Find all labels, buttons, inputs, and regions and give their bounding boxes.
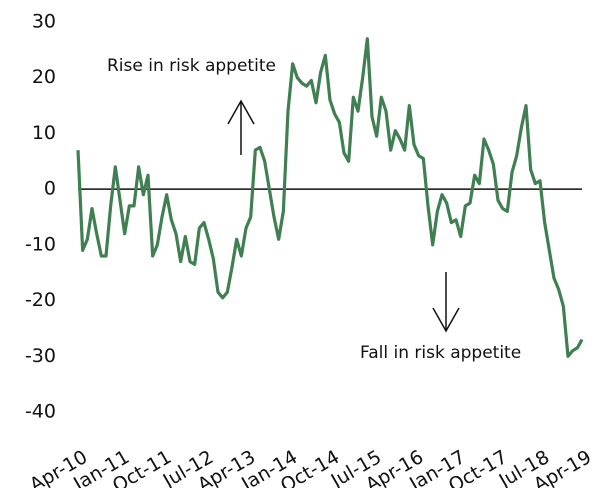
y-tick-label: 20	[32, 66, 56, 88]
annotation: Rise in risk appetite	[107, 56, 276, 76]
annotation: Fall in risk appetite	[360, 343, 521, 363]
y-tick-label: -20	[25, 289, 56, 311]
y-tick-label: 10	[32, 122, 56, 144]
arrow-up	[227, 99, 255, 155]
y-tick-label: -40	[25, 401, 56, 423]
y-tick-label: -30	[25, 345, 56, 367]
y-tick-label: 30	[32, 11, 56, 33]
line	[76, 37, 584, 358]
y-tick-label: 0	[44, 178, 56, 200]
y-tick-label: -10	[25, 233, 56, 255]
arrow-down	[432, 272, 460, 333]
